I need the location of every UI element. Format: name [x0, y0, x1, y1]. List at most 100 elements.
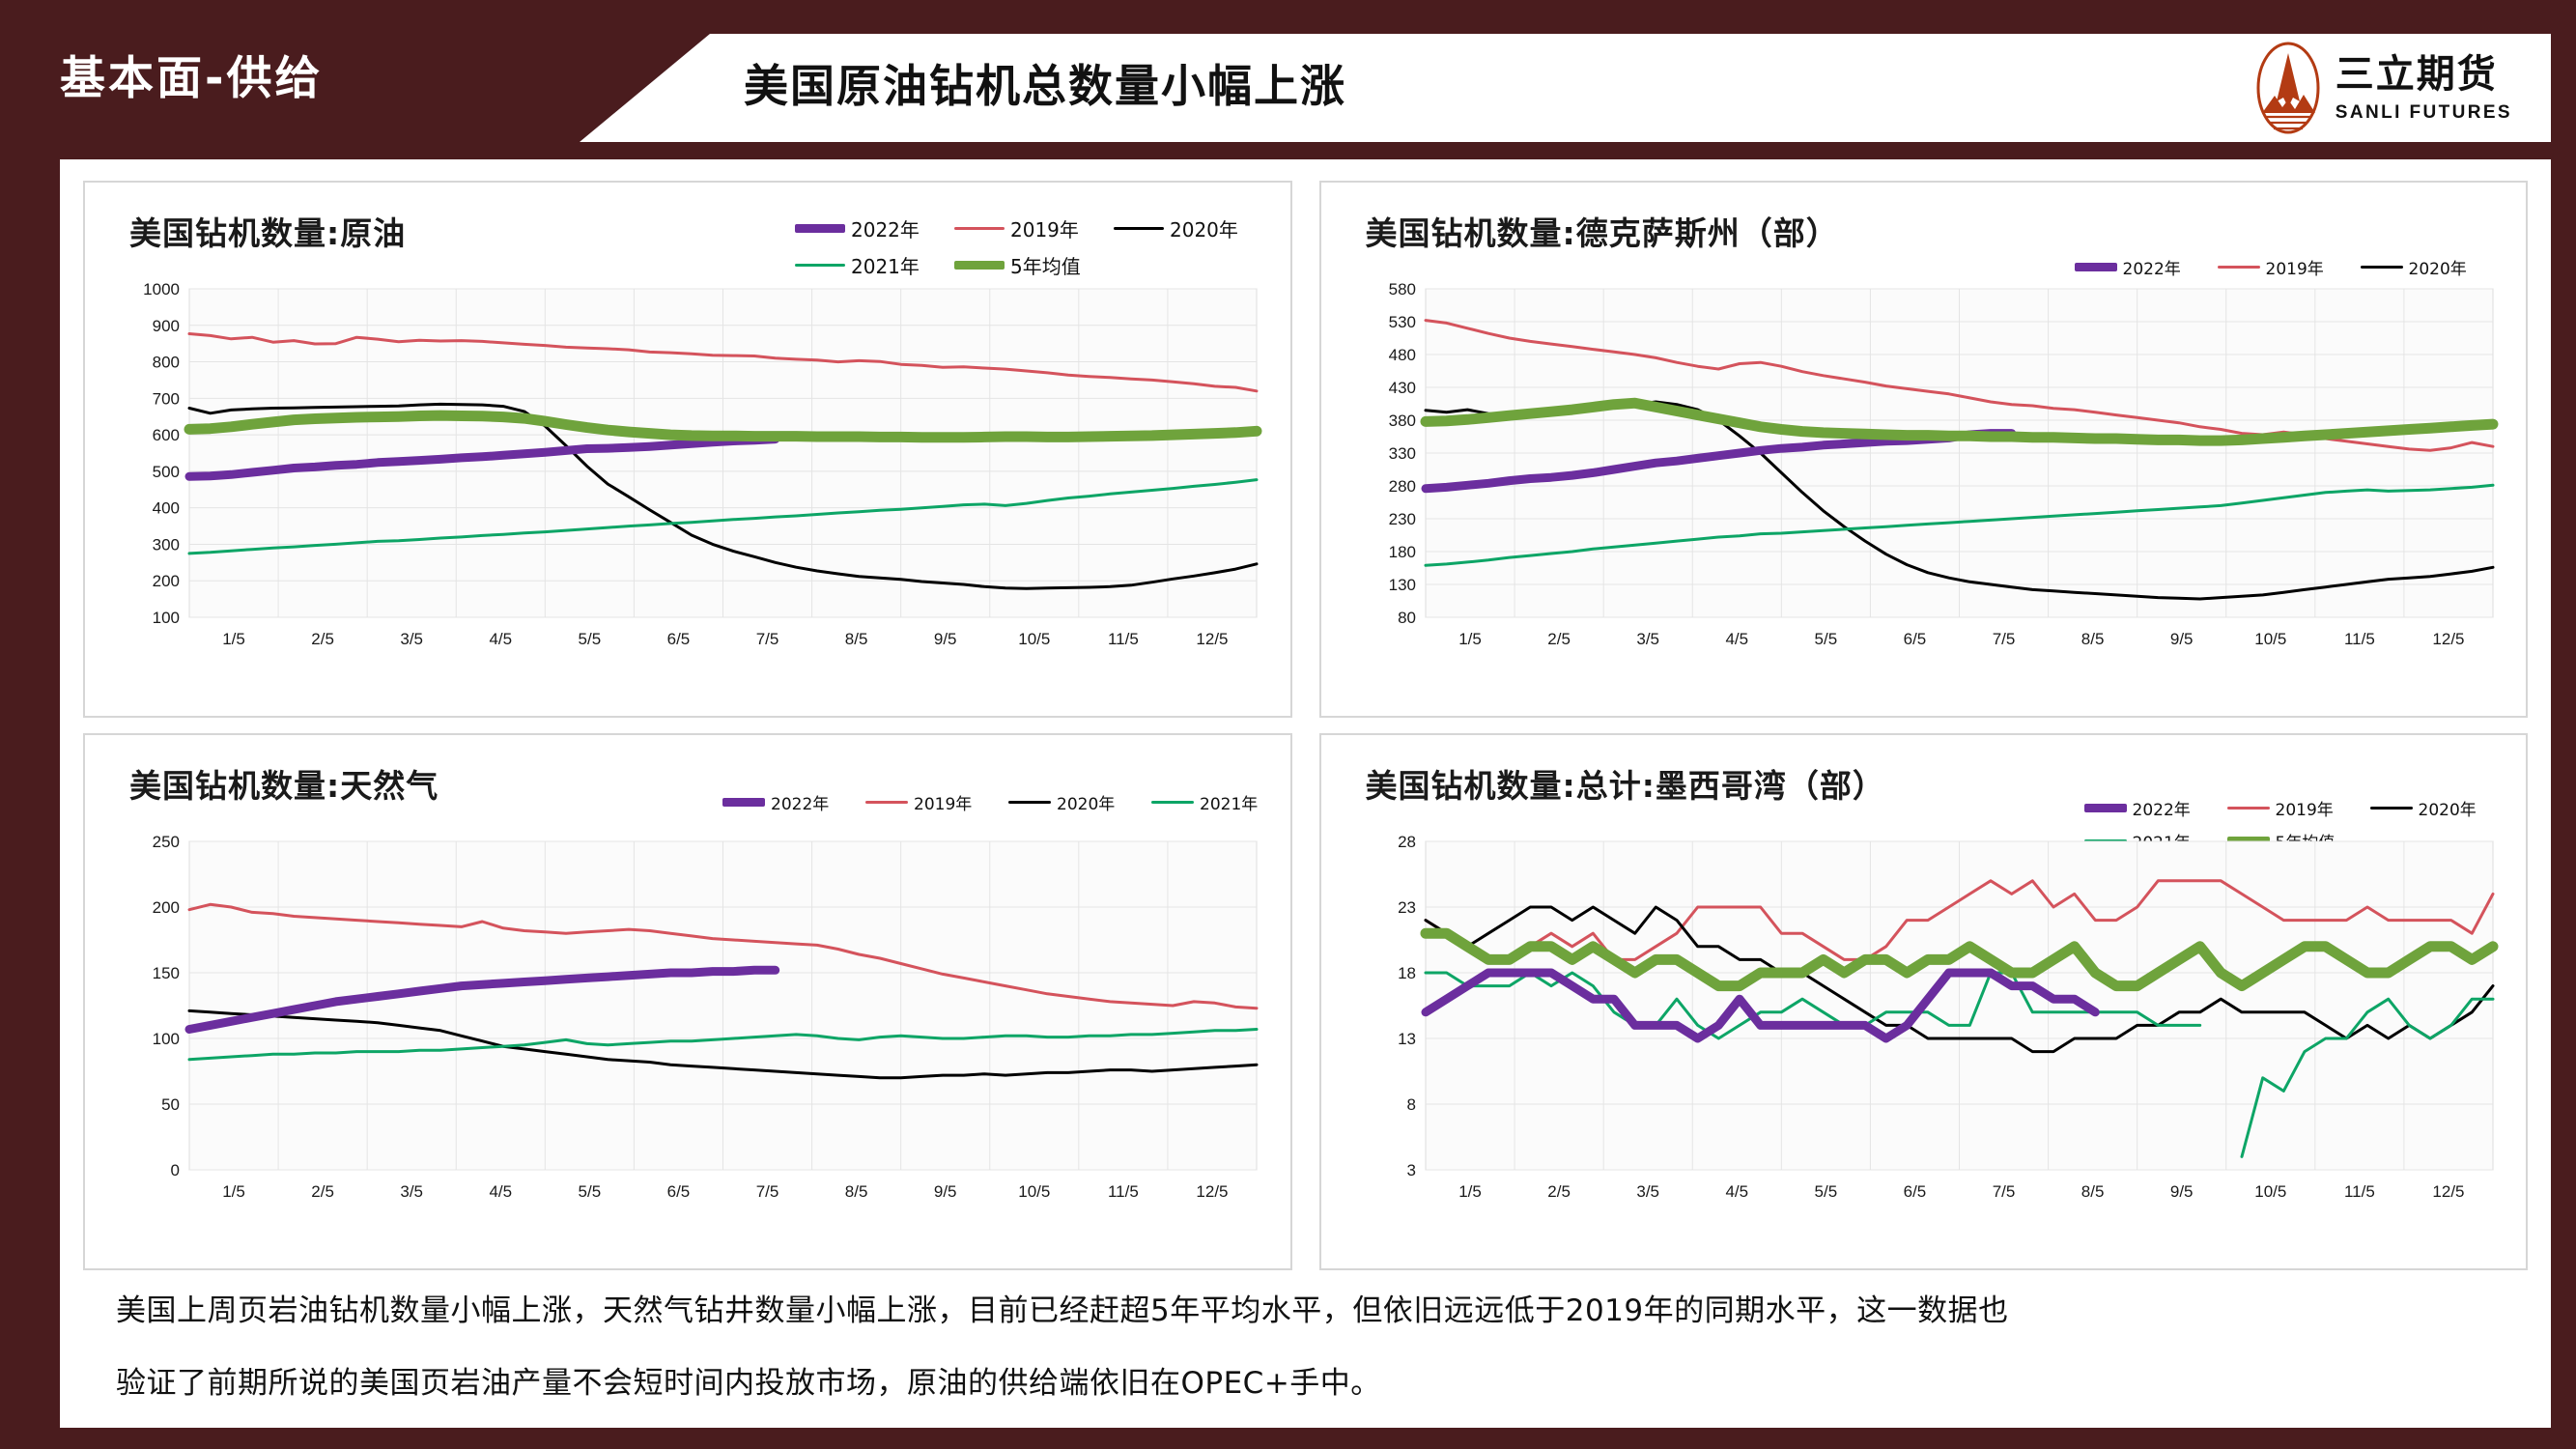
y-tick-label: 250	[153, 833, 180, 851]
series-line-2021年	[2240, 997, 2494, 1158]
legend-label: 2019年	[2265, 259, 2324, 279]
charts-grid: 美国钻机数量:原油 2022年 2019年 2020年 2021年 5年均值 100 20…	[60, 159, 2551, 1275]
x-tick-label: 6/5	[667, 630, 691, 648]
y-tick-label: 18	[1398, 964, 1416, 982]
legend-label: 2020年	[1170, 217, 1238, 242]
y-tick-label: 200	[153, 572, 180, 590]
x-tick-label: 10/5	[1018, 630, 1050, 648]
brand-logo-text: 三立期货 SANLI FUTURES	[2335, 55, 2512, 122]
legend-swatch-icon	[795, 223, 845, 233]
x-tick-label: 7/5	[1992, 1182, 2015, 1201]
legend-item-2019年[interactable]: 2019年	[2226, 791, 2370, 824]
y-tick-label: 580	[1388, 280, 1415, 298]
series-line-2021年	[187, 1028, 1259, 1062]
x-tick-label: 6/5	[1903, 1182, 1926, 1201]
chart-card-crude: 美国钻机数量:原油 2022年 2019年 2020年 2021年 5年均值 100 20…	[83, 181, 1292, 718]
x-tick-label: 3/5	[1636, 630, 1659, 648]
x-tick-label: 12/5	[2432, 1182, 2464, 1201]
chart-plot-gulf: 3 8 13 18 23 28 1/5 2/5 3/5 4/5 5/5 6/5 7/5 8/5 9/5 10/…	[1358, 833, 2512, 1216]
x-tick-label: 9/5	[934, 630, 957, 648]
series-line-2021年	[1424, 483, 2494, 567]
legend-item-2019年[interactable]: 2019年	[865, 785, 1008, 818]
y-tick-label: 80	[1398, 609, 1416, 627]
series-line-5年均值	[1420, 397, 2498, 446]
legend-item-2019年[interactable]: 2019年	[2217, 250, 2361, 283]
legend-label: 2022年	[2132, 800, 2191, 820]
legend-swatch-icon	[1151, 800, 1194, 804]
legend-item-5年均值[interactable]: 5年均值	[954, 246, 1114, 283]
x-tick-label: 8/5	[845, 1182, 868, 1201]
legend-item-2020年[interactable]: 2020年	[2360, 250, 2504, 283]
x-tick-label: 10/5	[2254, 1182, 2286, 1201]
x-tick-label: 5/5	[579, 1182, 602, 1201]
legend-swatch-icon	[2083, 838, 2127, 842]
x-tick-label: 11/5	[2343, 1182, 2374, 1201]
y-tick-label: 1000	[143, 280, 180, 298]
y-tick-label: 100	[153, 1030, 180, 1048]
x-tick-label: 7/5	[756, 630, 779, 648]
chart-svg: 0 50 100 150 200 250 1/5 2/5 3/5 4/5 5/5 6/5 7/5 8/5 9…	[153, 833, 1259, 1201]
x-tick-label: 3/5	[400, 630, 423, 648]
y-tick-label: 530	[1388, 313, 1415, 331]
y-tick-label: 400	[153, 499, 180, 518]
series-line-2019年	[1424, 879, 2494, 961]
x-tick-label: 8/5	[845, 630, 868, 648]
chart-plot-natgas: 0 50 100 150 200 250 1/5 2/5 3/5 4/5 5/5 6/5 7/5 8/5 9…	[122, 833, 1276, 1216]
legend-item-2020年[interactable]: 2020年	[2369, 791, 2513, 824]
legend-label: 2021年	[1200, 794, 1259, 814]
x-tick-label: 1/5	[222, 1182, 245, 1201]
footer-line-1: 美国上周页岩油钻机数量小幅上涨，天然气钻井数量小幅上涨，目前已经赶超5年平均水平…	[116, 1293, 2009, 1328]
legend-item-2020年[interactable]: 2020年	[1114, 210, 1273, 246]
y-tick-label: 0	[171, 1161, 180, 1179]
x-tick-label: 11/5	[2343, 630, 2374, 648]
charts-row-top: 美国钻机数量:原油 2022年 2019年 2020年 2021年 5年均值 100 20…	[83, 181, 2528, 718]
legend-swatch-icon	[2217, 265, 2260, 269]
y-tick-label: 600	[153, 426, 180, 444]
legend-label: 2020年	[2418, 800, 2477, 820]
footer-note: 美国上周页岩油钻机数量小幅上涨，天然气钻井数量小幅上涨，目前已经赶超5年平均水平…	[60, 1275, 2551, 1425]
legend-item-2022年[interactable]: 2022年	[2074, 250, 2218, 283]
x-tick-label: 4/5	[489, 1182, 512, 1201]
legend-item-2021年[interactable]: 2021年	[795, 246, 954, 283]
legend-swatch-icon	[954, 260, 1005, 270]
legend-item-2022年[interactable]: 2022年	[722, 785, 865, 818]
legend-swatch-icon	[2083, 803, 2127, 812]
legend-label: 2021年	[851, 254, 920, 278]
legend-item-2021年[interactable]: 2021年	[1151, 785, 1294, 818]
legend-item-2019年[interactable]: 2019年	[954, 210, 1114, 246]
chart-title-gulf: 美国钻机数量:总计:墨西哥湾（部）	[1365, 767, 1885, 805]
brand-name-cn: 三立期货	[2335, 51, 2498, 97]
chart-svg: 80 130 180 230 280 330 380 430 480 530 580 1/5 2/5 3/…	[1388, 280, 2498, 648]
x-tick-label: 4/5	[1725, 630, 1748, 648]
y-tick-label: 700	[153, 389, 180, 408]
legend-item-2020年[interactable]: 2020年	[1008, 785, 1151, 818]
x-tick-label: 11/5	[1108, 630, 1139, 648]
x-tick-label: 9/5	[2169, 1182, 2193, 1201]
series-line-5年均值	[1420, 927, 2498, 992]
y-tick-label: 23	[1398, 898, 1416, 917]
y-tick-label: 480	[1388, 346, 1415, 364]
legend-swatch-icon	[722, 797, 765, 807]
x-tick-label: 9/5	[2169, 630, 2193, 648]
y-tick-label: 300	[153, 535, 180, 554]
x-tick-label: 2/5	[1547, 1182, 1571, 1201]
x-tick-label: 5/5	[1814, 1182, 1837, 1201]
y-tick-label: 3	[1406, 1161, 1415, 1179]
x-tick-label: 3/5	[1636, 1182, 1659, 1201]
legend-label: 2020年	[2408, 259, 2467, 279]
chart-title-crude: 美国钻机数量:原油	[129, 214, 407, 252]
y-tick-label: 8	[1406, 1095, 1415, 1114]
x-tick-label: 7/5	[756, 1182, 779, 1201]
y-tick-label: 230	[1388, 510, 1415, 528]
legend-label: 2022年	[2122, 259, 2181, 279]
x-tick-label: 3/5	[400, 1182, 423, 1201]
x-tick-label: 1/5	[1458, 1182, 1482, 1201]
legend-item-2022年[interactable]: 2022年	[2083, 791, 2227, 824]
x-tick-label: 2/5	[311, 1182, 334, 1201]
chart-legend-crude: 2022年 2019年 2020年 2021年 5年均值	[795, 210, 1297, 283]
legend-item-2022年[interactable]: 2022年	[795, 210, 954, 246]
legend-label: 2019年	[914, 794, 973, 814]
x-tick-label: 2/5	[1547, 630, 1571, 648]
series-line-5年均值	[184, 410, 1262, 443]
y-tick-label: 330	[1388, 444, 1415, 463]
